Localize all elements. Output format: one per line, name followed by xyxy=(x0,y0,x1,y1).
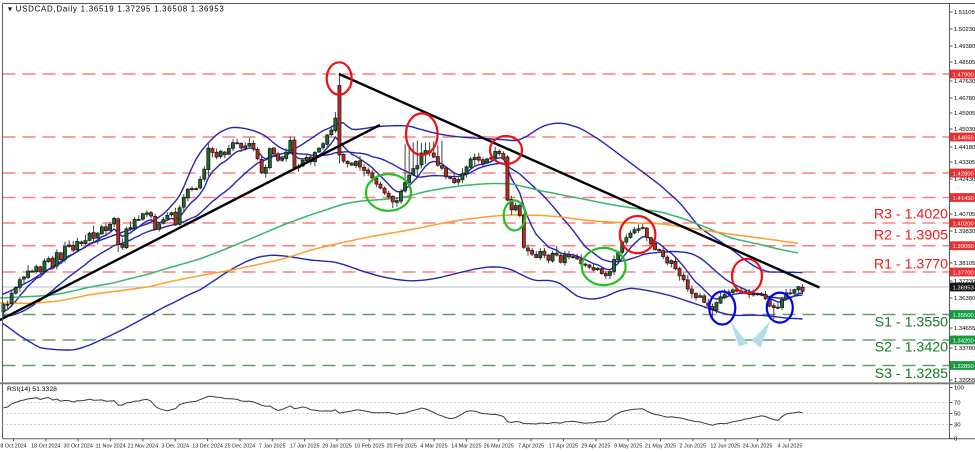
svg-text:1.42430: 1.42430 xyxy=(954,177,975,183)
svg-text:100: 100 xyxy=(954,386,965,392)
svg-text:1.32055: 1.32055 xyxy=(954,378,975,384)
svg-text:1.35500: 1.35500 xyxy=(953,313,975,319)
svg-text:7 Jan 2025: 7 Jan 2025 xyxy=(259,443,286,449)
svg-text:S2 - 1.3420: S2 - 1.3420 xyxy=(875,340,948,356)
svg-text:S1 - 1.3550: S1 - 1.3550 xyxy=(875,315,948,331)
svg-text:17 Jan 2025: 17 Jan 2025 xyxy=(290,443,320,449)
svg-text:1.36380: 1.36380 xyxy=(954,296,975,302)
svg-text:1.49380: 1.49380 xyxy=(954,44,975,50)
svg-text:70: 70 xyxy=(954,401,961,407)
svg-text:1.40705: 1.40705 xyxy=(954,212,975,218)
svg-text:26 Mar 2025: 26 Mar 2025 xyxy=(484,443,514,449)
svg-text:29 Jan 2025: 29 Jan 2025 xyxy=(322,443,352,449)
svg-text:1.47900: 1.47900 xyxy=(953,72,975,78)
svg-text:11 Nov 2024: 11 Nov 2024 xyxy=(95,443,125,449)
svg-text:0: 0 xyxy=(954,437,958,443)
svg-text:1.44180: 1.44180 xyxy=(954,145,975,151)
svg-text:1.45030: 1.45030 xyxy=(954,127,975,133)
svg-text:9 May 2025: 9 May 2025 xyxy=(614,443,642,449)
svg-text:1.32850: 1.32850 xyxy=(953,364,975,370)
svg-text:14 Mar 2025: 14 Mar 2025 xyxy=(451,443,481,449)
svg-text:18 Oct 2024: 18 Oct 2024 xyxy=(31,443,60,449)
svg-text:1.46780: 1.46780 xyxy=(954,96,975,102)
svg-text:13 Dec 2024: 13 Dec 2024 xyxy=(192,443,223,449)
svg-text:30 Oct 2024: 30 Oct 2024 xyxy=(64,443,93,449)
svg-text:1.50230: 1.50230 xyxy=(954,27,975,33)
svg-text:17 Apr 2025: 17 Apr 2025 xyxy=(549,443,578,449)
svg-text:1.42800: 1.42800 xyxy=(953,171,975,177)
svg-text:1.40200: 1.40200 xyxy=(953,221,975,227)
svg-text:1.39830: 1.39830 xyxy=(954,229,975,235)
svg-text:7 Apr 2025: 7 Apr 2025 xyxy=(518,443,544,449)
svg-text:10 Feb 2025: 10 Feb 2025 xyxy=(354,443,384,449)
svg-text:1.34655: 1.34655 xyxy=(954,326,975,332)
svg-text:50: 50 xyxy=(954,412,961,418)
svg-text:21 May 2025: 21 May 2025 xyxy=(645,443,676,449)
svg-text:20 Feb 2025: 20 Feb 2025 xyxy=(387,443,417,449)
svg-text:1.37230: 1.37230 xyxy=(954,279,975,285)
svg-text:8 Oct 2024: 8 Oct 2024 xyxy=(0,443,26,449)
svg-text:2 Jun 2025: 2 Jun 2025 xyxy=(680,443,707,449)
svg-text:1.51105: 1.51105 xyxy=(954,10,975,16)
svg-text:12 Jun 2025: 12 Jun 2025 xyxy=(710,443,740,449)
svg-text:24 Jun 2025: 24 Jun 2025 xyxy=(743,443,773,449)
svg-text:RSI(14) 51.3328: RSI(14) 51.3328 xyxy=(7,386,57,393)
svg-text:1.37700: 1.37700 xyxy=(953,270,975,276)
svg-text:4 Mar 2025: 4 Mar 2025 xyxy=(420,443,447,449)
svg-text:S3 - 1.3285: S3 - 1.3285 xyxy=(875,366,948,382)
svg-text:4 Jul 2025: 4 Jul 2025 xyxy=(777,443,802,449)
svg-text:30: 30 xyxy=(954,423,961,429)
svg-text:1.41450: 1.41450 xyxy=(953,196,975,202)
svg-text:1.44650: 1.44650 xyxy=(953,135,975,141)
svg-text:25 Dec 2024: 25 Dec 2024 xyxy=(225,443,256,449)
svg-text:29 Apr 2025: 29 Apr 2025 xyxy=(581,443,610,449)
svg-text:R1 - 1.3770: R1 - 1.3770 xyxy=(874,257,948,273)
svg-text:R2 - 1.3905: R2 - 1.3905 xyxy=(874,228,948,244)
svg-text:R3 - 1.4020: R3 - 1.4020 xyxy=(874,207,948,223)
svg-text:1.34200: 1.34200 xyxy=(953,338,975,344)
svg-text:1.45905: 1.45905 xyxy=(954,111,975,117)
svg-text:1.43305: 1.43305 xyxy=(954,160,975,166)
svg-text:▾ USDCAD,Daily 1.36519 1.3729: ▾ USDCAD,Daily 1.36519 1.37295 1.36508 1… xyxy=(8,5,225,14)
svg-text:1.47630: 1.47630 xyxy=(954,79,975,85)
svg-text:1.36953: 1.36953 xyxy=(953,285,975,291)
svg-text:3 Dec 2024: 3 Dec 2024 xyxy=(161,443,189,449)
svg-text:1.33780: 1.33780 xyxy=(954,346,975,352)
svg-text:1.39050: 1.39050 xyxy=(953,244,975,250)
svg-text:1.48505: 1.48505 xyxy=(954,60,975,66)
svg-text:21 Nov 2024: 21 Nov 2024 xyxy=(128,443,159,449)
svg-text:1.38105: 1.38105 xyxy=(954,261,975,267)
